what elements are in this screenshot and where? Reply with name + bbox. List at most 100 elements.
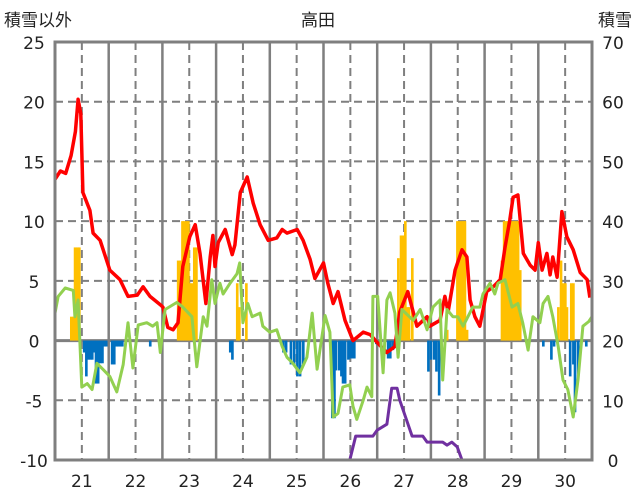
y-left-tick-label: 15 <box>23 153 45 173</box>
y-left-tick-label: 10 <box>23 213 45 233</box>
blue-bar <box>572 340 575 365</box>
orange-bar <box>514 221 518 341</box>
blue-bar <box>116 340 120 347</box>
blue-bar <box>289 340 293 365</box>
orange-bar <box>507 221 510 341</box>
blue-bar <box>552 340 556 347</box>
orange-bar <box>238 307 241 341</box>
blue-bar <box>292 340 296 365</box>
chart-title: 高田 <box>301 11 335 31</box>
orange-bar <box>508 221 512 341</box>
orange-bar <box>561 283 565 341</box>
left-axis-title: 積雪以外 <box>4 11 72 31</box>
green-line <box>53 261 594 421</box>
blue-bar <box>93 340 96 353</box>
blue-bar <box>94 340 98 384</box>
orange-bar <box>190 283 194 341</box>
y-right-tick-label: 30 <box>602 273 624 293</box>
blue-bar <box>301 340 305 365</box>
y-left-tick-label: 0 <box>29 333 40 353</box>
orange-bar <box>72 316 75 341</box>
x-tick-label: 23 <box>178 472 200 492</box>
orange-bar <box>410 258 414 341</box>
x-tick-label: 26 <box>340 472 362 492</box>
blue-bar <box>102 340 106 347</box>
red-line <box>53 97 592 355</box>
orange-bar <box>500 260 504 341</box>
blue-bar <box>118 340 122 347</box>
orange-bar <box>182 221 186 341</box>
orange-bar <box>559 260 563 341</box>
orange-bar <box>404 221 407 341</box>
orange-bar <box>557 307 560 341</box>
blue-bar <box>348 340 352 359</box>
orange-bar <box>184 221 188 341</box>
blue-bar <box>90 340 94 360</box>
y-right-tick-label: 0 <box>608 452 619 472</box>
blue-bar <box>296 340 299 377</box>
blue-bar <box>334 340 338 371</box>
blue-bar <box>96 340 100 384</box>
orange-bar <box>407 307 411 341</box>
orange-bar <box>565 307 569 341</box>
blue-bar <box>576 340 580 377</box>
x-tick-label: 22 <box>125 472 147 492</box>
blue-bar <box>573 340 577 413</box>
blue-bar <box>112 340 116 365</box>
blue-bar <box>340 340 343 377</box>
blue-bar <box>568 340 572 377</box>
blue-bar <box>121 340 124 347</box>
blue-bar <box>115 340 118 347</box>
y-left-tick-label: -10 <box>20 452 48 472</box>
orange-bar <box>569 283 573 341</box>
orange-bar <box>188 283 192 341</box>
blue-bar <box>343 340 347 384</box>
orange-bar <box>69 316 73 341</box>
blue-bar <box>347 340 350 360</box>
purple-line <box>55 386 592 462</box>
y-right-tick-label: 40 <box>602 213 624 233</box>
orange-bar <box>399 235 403 341</box>
blue-bar <box>104 340 108 347</box>
orange-bar <box>456 221 459 341</box>
orange-bar <box>516 221 520 341</box>
blue-bar <box>148 340 152 347</box>
y-right-tick-label: 20 <box>602 333 624 353</box>
orange-bar <box>445 329 449 341</box>
blue-bar <box>110 340 114 365</box>
orange-bar <box>73 247 77 341</box>
orange-bar <box>459 221 463 341</box>
blue-bar <box>433 340 436 360</box>
blue-bar <box>584 340 588 347</box>
orange-bar <box>78 247 81 341</box>
x-tick-label: 25 <box>286 472 308 492</box>
blue-bar <box>437 340 441 396</box>
blue-bar <box>333 340 336 419</box>
blue-bar <box>352 340 356 359</box>
y-left-tick-label: 20 <box>23 94 45 114</box>
blue-bar <box>85 340 88 377</box>
right-axis-title: 積雪 <box>598 11 632 31</box>
x-tick-label: 24 <box>232 472 254 492</box>
plot-border <box>53 40 594 462</box>
blue-bar <box>435 340 438 372</box>
blue-bar <box>550 340 553 360</box>
blue-bar <box>86 340 90 360</box>
orange-bar <box>572 283 575 341</box>
x-tick-label: 28 <box>447 472 469 492</box>
lines <box>53 97 594 462</box>
orange-bar <box>513 221 516 341</box>
blue-bar <box>391 340 395 351</box>
blue-bar <box>284 340 288 353</box>
bars <box>69 221 588 419</box>
y-right-tick-label: 50 <box>602 153 624 173</box>
blue-bar <box>231 340 234 360</box>
blue-bar <box>98 340 102 364</box>
blue-bar <box>298 340 302 377</box>
blue-bar <box>101 340 104 364</box>
blue-bar <box>337 340 341 371</box>
orange-bar <box>195 247 198 341</box>
orange-bar <box>457 221 461 341</box>
blue-bar <box>429 340 433 360</box>
